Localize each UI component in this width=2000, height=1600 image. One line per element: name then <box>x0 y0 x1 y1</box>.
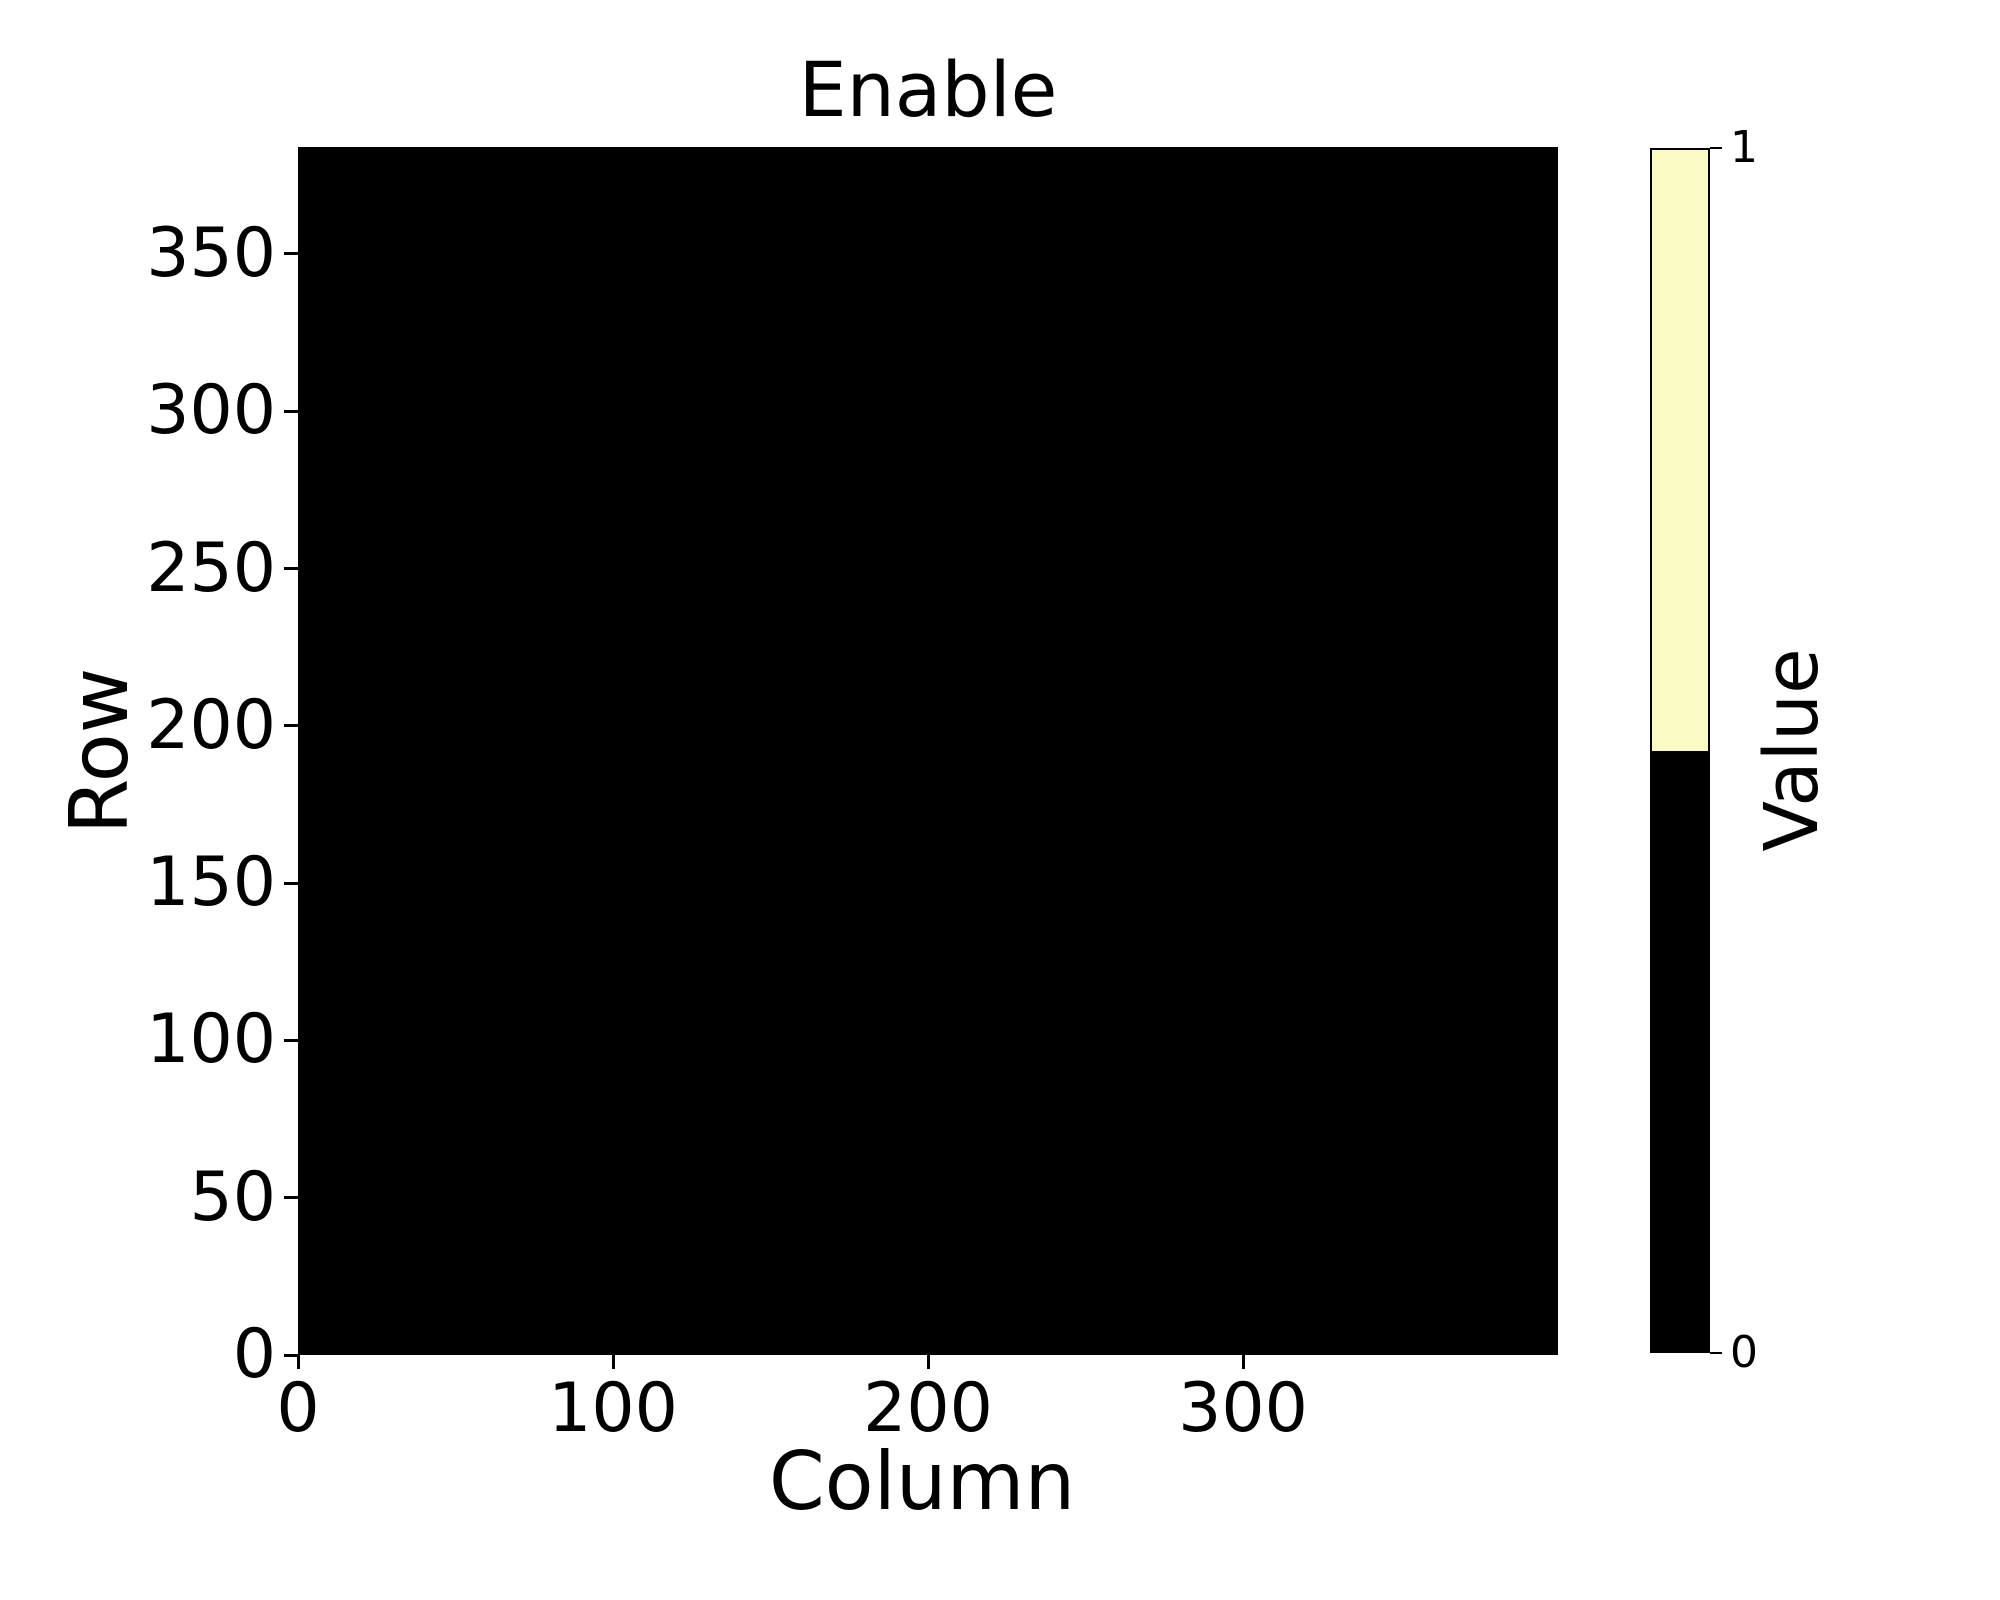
colorbar <box>1650 148 1710 1353</box>
x-tick-mark <box>611 1355 615 1369</box>
y-tick-mark <box>284 409 298 413</box>
y-tick-mark <box>284 1353 298 1357</box>
x-axis-label: Column <box>768 1435 1076 1528</box>
x-tick-mark <box>1241 1355 1245 1369</box>
x-tick-label: 0 <box>276 1369 320 1448</box>
y-tick-mark <box>284 881 298 885</box>
y-tick-mark <box>284 252 298 256</box>
x-tick-mark <box>296 1355 300 1369</box>
y-tick-label: 0 <box>232 1315 276 1394</box>
y-tick-mark <box>284 1038 298 1042</box>
x-tick-label: 300 <box>1178 1369 1308 1448</box>
colorbar-label: Value <box>1749 648 1835 852</box>
colorbar-tick-mark <box>1710 1352 1722 1354</box>
colorbar-segment <box>1652 750 1708 1351</box>
y-tick-mark <box>284 724 298 728</box>
y-tick-label: 250 <box>146 528 276 608</box>
chart-title: Enable <box>798 45 1058 134</box>
x-tick-label: 100 <box>548 1369 678 1448</box>
y-tick-mark <box>284 567 298 571</box>
colorbar-segment <box>1652 150 1708 751</box>
x-tick-mark <box>926 1355 930 1369</box>
y-tick-label: 100 <box>146 1000 276 1080</box>
heatmap-plot <box>298 147 1558 1355</box>
colorbar-tick-mark <box>1710 147 1722 149</box>
y-tick-label: 200 <box>146 685 276 765</box>
y-tick-label: 300 <box>146 371 276 451</box>
y-tick-label: 350 <box>146 213 276 293</box>
y-tick-label: 150 <box>146 843 276 923</box>
y-tick-mark <box>284 1196 298 1200</box>
y-tick-label: 50 <box>189 1157 276 1237</box>
x-tick-label: 200 <box>863 1369 993 1448</box>
colorbar-tick-label: 1 <box>1730 122 1758 173</box>
colorbar-tick-label: 0 <box>1730 1327 1758 1378</box>
